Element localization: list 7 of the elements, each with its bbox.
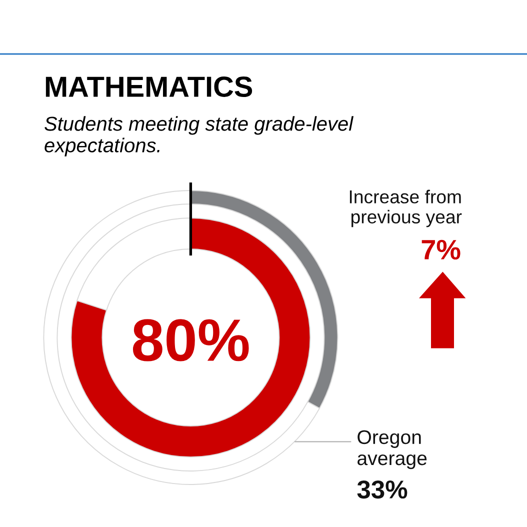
text: 33% (357, 480, 408, 499)
chart-title: MATHEMATICS (46, 76, 252, 97)
text: Increase from previous year (350, 190, 462, 228)
chart-subtitle: Students meeting state grade-level expectations. (44, 116, 354, 156)
text: 7% (422, 240, 460, 260)
data-label: 80% (132, 319, 249, 362)
slice-label: Oregon average (358, 430, 427, 470)
